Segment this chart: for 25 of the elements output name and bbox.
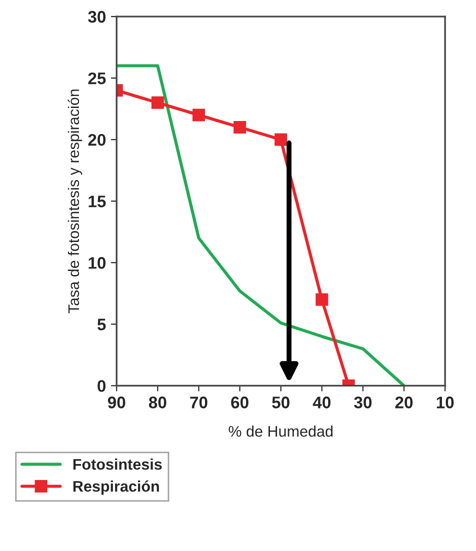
legend-label: Respiración [73, 480, 159, 495]
y-tick-label: 15 [88, 196, 106, 208]
x-axis-title: % de Humedad [228, 426, 333, 437]
x-tick-label: 50 [272, 396, 290, 408]
legend-label: Fotosintesis [73, 458, 162, 470]
x-tick-label: 40 [312, 396, 330, 408]
point [274, 133, 288, 146]
x-tick-label: 90 [108, 396, 126, 408]
x-tick-label: 20 [395, 396, 413, 408]
x-tick-label: 60 [231, 396, 248, 408]
y-tick-label: 25 [88, 72, 106, 84]
y-tick-label: 30 [88, 10, 106, 23]
y-tick-label: 10 [88, 257, 106, 269]
y-tick-label: 0 [98, 380, 106, 392]
x-tick-label: 70 [190, 396, 208, 408]
x-tick-label: 80 [148, 396, 166, 408]
y-tick-label: 5 [97, 318, 106, 330]
line-series [116, 64, 406, 386]
x-tick-label: 10 [436, 396, 454, 408]
point [234, 121, 246, 134]
y-axis-title: Tasa de fotosintesis y respiración [68, 90, 82, 314]
y-tick-label: 20 [88, 134, 106, 146]
point [192, 108, 205, 122]
x-tick-label: 30 [354, 396, 372, 408]
point [151, 96, 164, 109]
